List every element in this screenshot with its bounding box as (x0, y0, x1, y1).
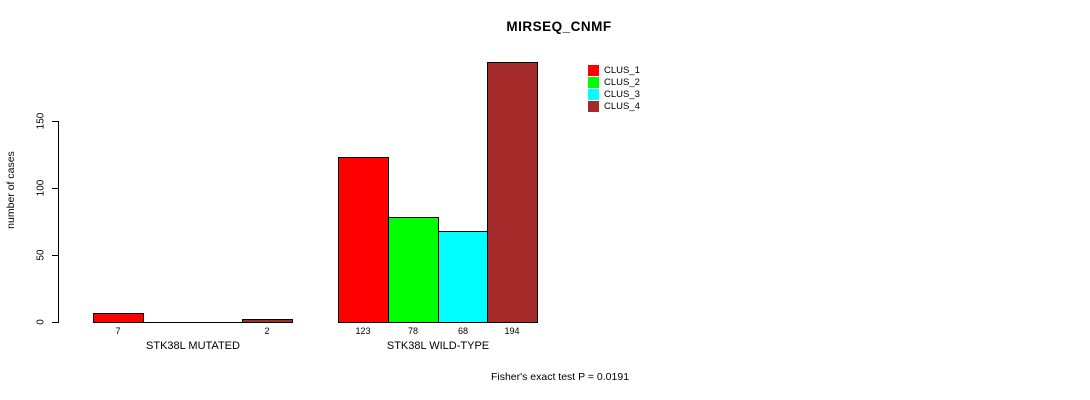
y-axis-tick-label: 150 (35, 112, 47, 130)
group-label: STK38L MUTATED (146, 340, 240, 352)
bar-value-label: 123 (355, 326, 371, 336)
legend-label: CLUS_1 (604, 64, 640, 76)
legend-item: CLUS_1 (588, 64, 640, 76)
group-label: STK38L WILD-TYPE (386, 340, 490, 352)
legend-color-swatch (588, 76, 599, 88)
y-axis-tick (52, 322, 58, 323)
y-axis-line (58, 121, 59, 323)
legend-color-swatch (588, 88, 599, 100)
bar-value-label: 7 (115, 326, 121, 336)
group-baseline (93, 322, 293, 323)
bar-CLUS_4 (242, 319, 293, 323)
bar-CLUS_1 (93, 313, 144, 323)
y-axis-tick (52, 121, 58, 122)
y-axis-tick-label: 0 (35, 319, 47, 325)
y-axis-tick (52, 255, 58, 256)
legend-label: CLUS_3 (604, 88, 640, 100)
y-axis-tick-label: 100 (35, 179, 47, 197)
y-axis-tick-label: 50 (35, 249, 47, 261)
bar-value-label: 194 (504, 326, 520, 336)
y-axis-title: number of cases (5, 151, 17, 229)
bar-CLUS_1 (338, 157, 389, 323)
chart-title: MIRSEQ_CNMF (506, 19, 612, 34)
legend-item: CLUS_3 (588, 88, 640, 100)
legend-item: CLUS_4 (588, 100, 640, 112)
legend-label: CLUS_4 (604, 100, 640, 112)
y-axis-tick (52, 188, 58, 189)
bar-value-label: 78 (407, 326, 419, 336)
bar-CLUS_4 (487, 62, 538, 323)
legend-item: CLUS_2 (588, 76, 640, 88)
annotation-text: Fisher's exact test P = 0.0191 (490, 371, 630, 383)
bar-value-label: 68 (457, 326, 469, 336)
legend-label: CLUS_2 (604, 76, 640, 88)
legend-color-swatch (588, 100, 599, 112)
legend-color-swatch (588, 64, 599, 76)
legend: CLUS_1 CLUS_2 CLUS_3 CLUS_4 (588, 64, 640, 112)
bar-CLUS_2 (388, 217, 439, 323)
bar-CLUS_3 (438, 231, 489, 323)
bar-value-label: 2 (264, 326, 270, 336)
